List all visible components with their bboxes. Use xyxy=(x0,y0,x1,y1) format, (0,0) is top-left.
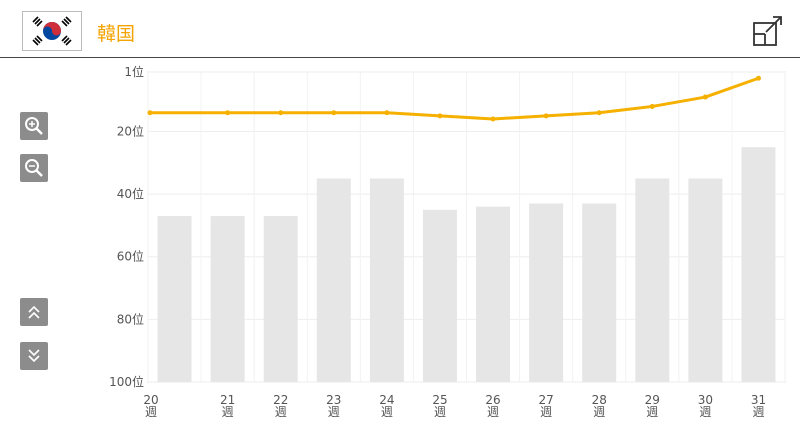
bar xyxy=(529,203,564,382)
bar xyxy=(741,147,776,382)
x-tick-label: 21 xyxy=(220,393,235,407)
line-point xyxy=(225,110,231,116)
x-tick-suffix: 週 xyxy=(275,405,287,419)
bar xyxy=(582,203,617,382)
x-tick-label: 29 xyxy=(645,393,660,407)
zoom-in-button[interactable] xyxy=(20,112,48,140)
y-tick-label: 80位 xyxy=(117,311,144,326)
zoom-in-icon xyxy=(25,117,43,135)
y-tick-label: 20位 xyxy=(117,123,144,138)
line-point xyxy=(596,110,602,116)
double-chevron-down-icon xyxy=(28,349,40,363)
chart-grid xyxy=(147,71,786,383)
x-tick-suffix: 週 xyxy=(646,405,658,419)
bar xyxy=(210,216,245,382)
y-tick-label: 60位 xyxy=(117,249,144,264)
line-point xyxy=(649,103,655,109)
external-link-icon[interactable] xyxy=(752,15,784,47)
line-point xyxy=(384,110,390,116)
x-tick-label: 22 xyxy=(273,393,288,407)
bar xyxy=(316,178,351,382)
line-point xyxy=(755,75,761,81)
bar xyxy=(369,178,404,382)
line-point xyxy=(147,110,153,116)
x-tick-suffix: 週 xyxy=(381,405,393,419)
x-tick-label: 27 xyxy=(538,393,553,407)
south-korea-flag-icon xyxy=(22,11,82,51)
y-axis: 1位 20位 40位 60位 80位 100位 xyxy=(109,64,144,389)
x-tick-label: 28 xyxy=(592,393,607,407)
y-tick-label: 40位 xyxy=(117,186,144,201)
zoom-out-icon xyxy=(25,159,43,177)
x-tick-label: 25 xyxy=(432,393,447,407)
line-point xyxy=(543,113,549,119)
scroll-down-button[interactable] xyxy=(20,342,48,370)
bar xyxy=(688,178,723,382)
x-tick-label: 30 xyxy=(698,393,713,407)
double-chevron-up-icon xyxy=(28,305,40,319)
x-tick-suffix: 週 xyxy=(487,405,499,419)
zoom-out-button[interactable] xyxy=(20,154,48,182)
bar-series xyxy=(157,147,776,382)
scroll-up-button[interactable] xyxy=(20,298,48,326)
bar xyxy=(263,216,298,382)
x-tick-suffix: 週 xyxy=(434,405,446,419)
x-tick-suffix: 週 xyxy=(593,405,605,419)
bar xyxy=(422,209,457,382)
y-tick-label: 1位 xyxy=(124,64,144,79)
bar xyxy=(635,178,670,382)
x-tick-label: 20 xyxy=(143,393,158,407)
line-path xyxy=(150,76,759,121)
line-point xyxy=(331,110,337,116)
bar xyxy=(476,206,511,382)
x-tick-label: 26 xyxy=(485,393,500,407)
x-tick-label: 31 xyxy=(751,393,766,407)
bar xyxy=(157,216,192,382)
x-tick-suffix: 週 xyxy=(699,405,711,419)
line-point xyxy=(437,113,443,119)
line-point xyxy=(490,116,496,122)
x-tick-label: 24 xyxy=(379,393,394,407)
x-tick-suffix: 週 xyxy=(145,405,157,419)
x-tick-suffix: 週 xyxy=(752,405,764,419)
x-tick-suffix: 週 xyxy=(540,405,552,419)
x-tick-suffix: 週 xyxy=(222,405,234,419)
x-tick-label: 23 xyxy=(326,393,341,407)
y-tick-label: 100位 xyxy=(109,374,144,389)
line-point xyxy=(702,94,708,100)
x-tick-suffix: 週 xyxy=(328,405,340,419)
chart-header: 韓国 xyxy=(0,0,800,58)
country-name: 韓国 xyxy=(97,23,136,45)
line-point xyxy=(278,110,284,116)
line-series xyxy=(147,75,761,122)
